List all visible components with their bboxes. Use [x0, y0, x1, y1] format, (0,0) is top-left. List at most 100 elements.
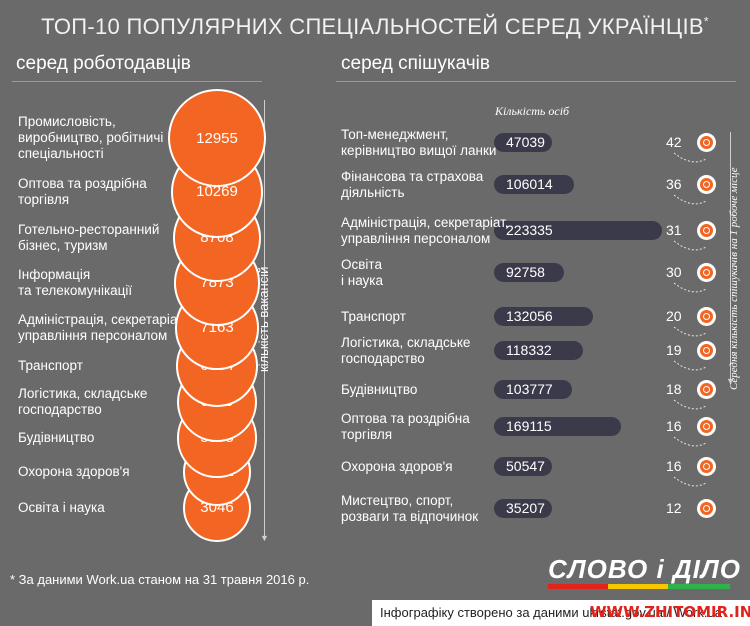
employer-category-line: управління персоналом: [18, 328, 168, 343]
employer-category-line: Інформація: [18, 267, 91, 282]
ratio-connector-path: [673, 436, 707, 447]
footnote: * За даними Work.ua станом на 31 травня …: [10, 572, 310, 587]
jobseeker-category-label: Фінансова та страхова діяльність: [341, 169, 483, 201]
jobseeker-bar: 92758: [494, 263, 564, 282]
ratio-marker-center: [704, 314, 709, 319]
vacancy-value: 10269: [196, 183, 238, 201]
employer-category-line: Промисловість,: [18, 114, 116, 129]
employer-category-line: Транспорт: [18, 358, 83, 373]
jobseeker-bar: 47039: [494, 133, 552, 152]
employer-category-label: Промисловість, виробництво, робітничі спец…: [18, 114, 163, 162]
ratio-marker-center: [704, 182, 709, 187]
jobseeker-value: 132056: [506, 308, 553, 324]
ratio-value: 19: [666, 342, 682, 358]
left-heading-divider: [12, 81, 262, 82]
jobseeker-value: 118332: [506, 342, 552, 358]
ratio-connector-path: [673, 240, 707, 251]
employer-category-line: господарство: [18, 402, 102, 417]
ratio-connector-path: [673, 399, 707, 410]
employer-category-line: Будівництво: [18, 430, 95, 445]
ratio-marker: [697, 417, 716, 436]
employer-category-line: Адміністрація, секретаріат,: [18, 312, 186, 327]
jobseeker-category-line: і наука: [341, 273, 384, 288]
employer-category-line: спеціальності: [18, 146, 104, 161]
source-credit-text: Інфографіку створено за даними ukrstat.g…: [380, 605, 722, 620]
ratio-marker-center: [704, 464, 709, 469]
jobseeker-value: 223335: [506, 222, 553, 238]
ratio-marker-center: [704, 228, 709, 233]
jobseeker-category-line: Фінансова та страхова: [341, 169, 484, 184]
ratio-axis-arrow: ▼: [726, 376, 735, 386]
jobseeker-category-label: Будівництво: [341, 382, 417, 398]
jobseeker-category-label: Адміністрація, секретаріат, управління пе…: [341, 215, 509, 247]
jobseeker-category-line: Адміністрація, секретаріат,: [341, 215, 509, 230]
jobseeker-value: 35207: [506, 500, 545, 516]
employer-category-line: торгівля: [18, 192, 70, 207]
ratio-connector: [673, 152, 707, 163]
jobseeker-category-line: Мистецтво, спорт,: [341, 493, 454, 508]
ratio-marker: [697, 221, 716, 240]
jobseeker-bar: 50547: [494, 457, 552, 476]
source-credit-bar: Інфографіку створено за даними ukrstat.g…: [372, 600, 750, 626]
ratio-marker-center: [704, 424, 709, 429]
jobseeker-category-label: Транспорт: [341, 309, 406, 325]
employer-category-line: Освіта і наука: [18, 500, 105, 515]
vacancies-axis-line: [264, 100, 265, 540]
jobseeker-bar: 169115: [494, 417, 622, 436]
ratio-marker-center: [704, 270, 709, 275]
jobseeker-category-label: Оптова та роздрібна торгівля: [341, 411, 470, 443]
ratio-connector: [673, 360, 707, 371]
ratio-connector: [673, 476, 707, 487]
ratio-value: 36: [666, 176, 682, 192]
ratio-connector-path: [673, 282, 707, 293]
employer-category-label: Готельно-ресторанний бізнес, туризм: [18, 222, 159, 254]
ratio-connector: [673, 326, 707, 337]
logo-stripe-red: [548, 584, 608, 589]
ratio-marker: [697, 133, 716, 152]
ratio-marker: [697, 457, 716, 476]
jobseeker-category-line: Топ-менеджмент,: [341, 127, 449, 142]
employer-category-line: та телекомунікації: [18, 283, 133, 298]
jobseeker-bar: 103777: [494, 380, 573, 399]
ratio-connector: [673, 399, 707, 410]
jobseeker-category-line: Освіта: [341, 257, 382, 272]
jobseeker-bar: 223335: [494, 221, 662, 240]
ratio-marker-center: [704, 348, 709, 353]
left-section-heading: серед роботодавців: [16, 53, 191, 74]
ratio-connector: [673, 194, 707, 205]
employer-category-line: виробництво, робітничі: [18, 130, 164, 145]
right-section-heading: серед спішукачів: [341, 53, 490, 74]
watermark: WWW.ZHITOMIR.INFO: [590, 603, 750, 621]
ratio-connector: [673, 436, 707, 447]
employer-category-line: Готельно-ресторанний: [18, 222, 160, 237]
jobseeker-bar: 35207: [494, 499, 552, 518]
ratio-connector-path: [673, 194, 707, 205]
jobseeker-value: 106014: [506, 176, 553, 192]
jobseeker-value: 50547: [506, 458, 545, 474]
ratio-connector-path: [673, 326, 707, 337]
ratio-marker-center: [704, 506, 709, 511]
jobseeker-category-line: управління персоналом: [341, 231, 491, 246]
employer-category-line: бізнес, туризм: [18, 238, 108, 253]
ratio-value: 16: [666, 418, 682, 434]
jobseeker-value: 92758: [506, 264, 545, 280]
ratio-marker: [697, 499, 716, 518]
jobseeker-bar: 132056: [494, 307, 594, 326]
ratio-value: 42: [666, 134, 682, 150]
ratio-marker: [697, 341, 716, 360]
employer-category-label: Адміністрація, секретаріат, управління пе…: [18, 312, 186, 344]
ratio-marker-center: [704, 140, 709, 145]
vacancy-bubble: 12955: [168, 89, 266, 187]
jobseeker-value: 103777: [506, 381, 553, 397]
logo-stripe-green: [668, 584, 730, 589]
ratio-value: 16: [666, 458, 682, 474]
jobseeker-value: 47039: [506, 134, 545, 150]
employer-category-label: Освіта і наука: [18, 500, 105, 516]
employer-category-label: Логістика, складське господарство: [18, 386, 147, 418]
jobseeker-category-line: Оптова та роздрібна: [341, 411, 470, 426]
employer-category-label: Транспорт: [18, 358, 83, 374]
jobseeker-category-line: керівництво вищої ланки: [341, 143, 497, 158]
page-title: ТОП-10 ПОПУЛЯРНИХ СПЕЦІАЛЬНОСТЕЙ СЕРЕД У…: [41, 14, 709, 39]
employer-category-line: Охорона здоров'я: [18, 464, 130, 479]
